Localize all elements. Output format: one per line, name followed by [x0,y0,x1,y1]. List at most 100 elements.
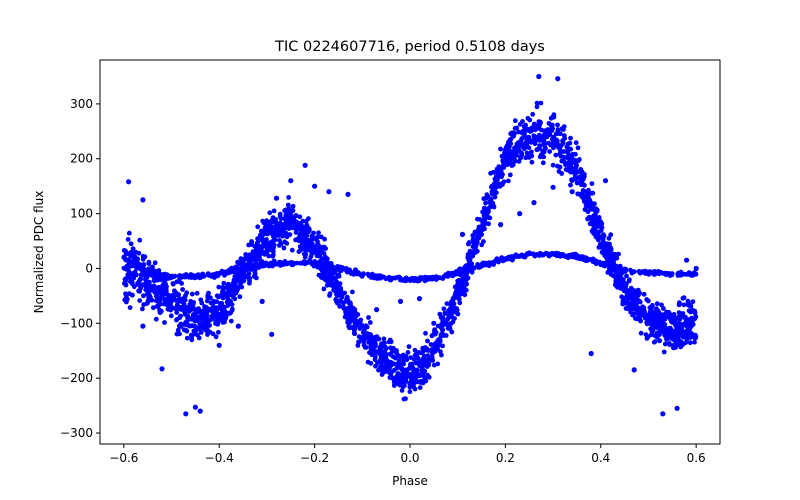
data-point [458,283,464,289]
data-point [514,125,520,131]
data-point [202,318,208,324]
data-point [205,294,211,300]
data-point [437,275,442,280]
data-point [523,140,529,146]
data-point [500,162,506,168]
data-point [251,264,257,270]
data-point [228,284,233,290]
data-point [179,307,185,312]
data-point [145,273,151,278]
data-point [136,288,142,294]
data-point [191,314,197,319]
data-point [529,127,534,133]
data-point [522,254,527,259]
data-point [567,252,572,258]
data-point [561,124,567,129]
data-point [161,273,167,279]
data-point [681,302,687,308]
data-point [499,257,505,262]
data-point [561,154,566,160]
data-point [297,214,303,220]
data-point [540,252,546,257]
data-point [267,210,273,216]
data-point [219,307,225,313]
data-point [153,316,159,322]
data-point [286,195,291,200]
data-point [123,277,128,283]
data-point [551,145,556,151]
data-point [498,166,503,172]
data-point [471,265,477,271]
data-point [360,323,366,329]
data-point [511,254,517,259]
data-point [562,159,567,165]
data-point [174,279,180,285]
data-point [236,267,241,272]
data-point [676,302,682,308]
data-point [135,256,141,262]
data-point [550,138,556,143]
data-point [637,269,643,275]
outlier-point [684,257,690,263]
data-point [508,141,514,147]
data-point [547,132,553,137]
data-point [308,260,314,266]
data-point [508,152,514,158]
data-point [662,326,668,332]
data-point [423,277,429,283]
data-point [412,352,418,358]
data-point [338,266,344,272]
data-point [425,338,430,344]
data-point [671,343,676,348]
data-point [625,299,630,304]
data-point [210,331,216,337]
data-point [447,325,453,331]
data-point [679,322,684,327]
data-point [462,292,468,298]
data-point [525,152,531,158]
data-point [216,284,222,290]
data-point [121,265,127,271]
data-point [679,332,684,338]
data-point [270,215,276,221]
data-point [152,260,158,266]
data-point [137,298,143,303]
data-point [417,385,423,390]
data-point [568,182,573,188]
data-point [594,207,600,213]
data-point [655,311,660,317]
data-point [147,292,152,298]
data-point [629,269,635,275]
data-point [366,315,371,320]
data-point [668,335,673,341]
data-point [475,216,480,222]
data-point [583,203,589,208]
data-point [233,290,239,296]
data-point [340,291,346,297]
data-point [454,288,459,294]
data-point [574,162,579,168]
data-point [649,304,655,310]
data-point [439,352,444,358]
outlier-point [140,323,146,329]
x-tick-label: 0.6 [687,451,706,465]
data-point [278,216,284,222]
data-point [220,285,226,290]
data-point [499,153,505,159]
data-point [604,256,610,262]
data-point [475,262,481,267]
data-point [198,297,204,303]
data-point [272,225,277,230]
data-point [671,312,677,317]
data-point [675,271,681,277]
data-point [449,309,454,315]
data-point [251,250,257,256]
data-point [288,219,294,224]
data-point [177,273,183,278]
data-point [126,230,132,236]
outlier-point [345,191,351,197]
data-point [661,349,667,355]
data-point [596,229,602,235]
data-point [453,310,459,315]
data-point [686,317,691,323]
